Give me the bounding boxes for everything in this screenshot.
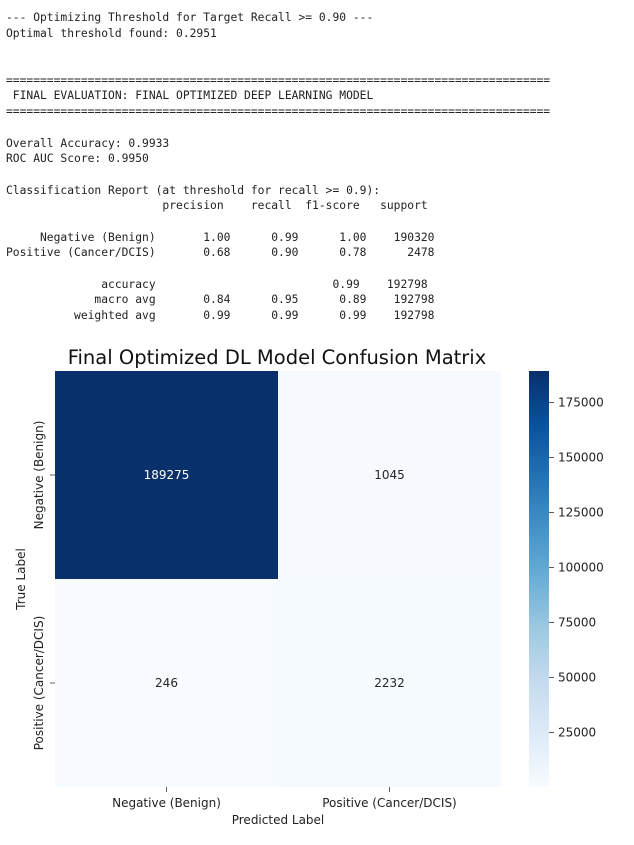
console-line: weighted avg 0.99 0.99 0.99 192798 <box>6 309 435 323</box>
x-tick-label: Positive (Cancer/DCIS) <box>322 796 457 810</box>
console-line: macro avg 0.84 0.95 0.89 192798 <box>6 293 435 307</box>
colorbar <box>529 371 549 787</box>
console-line: ========================================… <box>6 73 551 87</box>
cell-value-label: 189275 <box>144 468 190 482</box>
heatmap-cell <box>278 371 501 579</box>
colorbar-tick-label: 150000 <box>558 450 604 464</box>
console-line: Classification Report (at threshold for … <box>6 183 381 197</box>
console-line: Negative (Benign) 1.00 0.99 1.00 190320 <box>6 230 435 244</box>
cell-value-label: 1045 <box>374 468 405 482</box>
chart-title: Final Optimized DL Model Confusion Matri… <box>68 346 487 369</box>
console-line: accuracy 0.99 192798 <box>6 277 428 291</box>
y-tick-label: Positive (Cancer/DCIS) <box>32 616 46 751</box>
console-line: precision recall f1-score support <box>6 199 428 213</box>
cell-value-label: 2232 <box>374 676 405 690</box>
console-line: ROC AUC Score: 0.9950 <box>6 152 149 166</box>
y-tick-label: Negative (Benign) <box>32 421 46 530</box>
console-line <box>6 261 550 277</box>
console-line <box>6 41 550 57</box>
heatmap-cell <box>55 371 278 579</box>
x-tick-label: Negative (Benign) <box>112 796 221 810</box>
console-line <box>6 120 550 136</box>
console-line <box>6 57 550 73</box>
colorbar-tick-label: 25000 <box>558 726 596 740</box>
colorbar-tick-label: 75000 <box>558 615 596 629</box>
x-axis-label: Predicted Label <box>232 813 325 827</box>
cell-value-label: 246 <box>155 676 178 690</box>
console-line: Positive (Cancer/DCIS) 0.68 0.90 0.78 24… <box>6 246 435 260</box>
y-axis-label: True Label <box>14 548 28 611</box>
confusion-matrix-chart: Final Optimized DL Model Confusion Matri… <box>14 346 604 827</box>
console-line: Optimal threshold found: 0.2951 <box>6 26 217 40</box>
console-line: FINAL EVALUATION: FINAL OPTIMIZED DEEP L… <box>6 89 374 103</box>
console-line: Overall Accuracy: 0.9933 <box>6 136 170 150</box>
console-line: ========================================… <box>6 105 551 119</box>
colorbar-tick-label: 100000 <box>558 560 604 574</box>
colorbar-tick-label: 50000 <box>558 671 596 685</box>
colorbar-tick-label: 125000 <box>558 505 604 519</box>
console-line <box>6 214 550 230</box>
console-line: --- Optimizing Threshold for Target Reca… <box>6 11 374 24</box>
colorbar-tick-label: 175000 <box>558 395 604 409</box>
heatmap-cell <box>278 579 501 787</box>
heatmap-cell <box>55 579 278 787</box>
console-line <box>6 167 550 183</box>
console-output: --- Optimizing Threshold for Target Reca… <box>6 10 550 324</box>
